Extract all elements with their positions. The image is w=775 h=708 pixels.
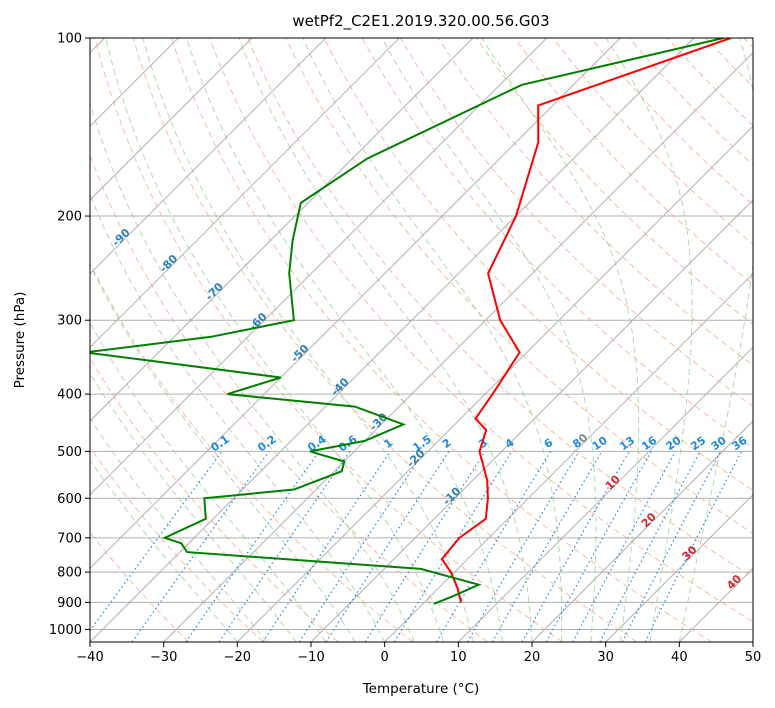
dry-adiabat-line <box>323 38 753 492</box>
y-tick-label: 400 <box>57 388 82 403</box>
mixing-ratio-line <box>644 451 743 642</box>
dry-adiabat-line <box>514 38 753 285</box>
isotherm-line <box>90 38 695 642</box>
dry-adiabat-line <box>90 446 264 642</box>
x-tick-label: −30 <box>150 650 177 665</box>
moist-adiabat-line <box>90 101 415 642</box>
y-tick-label: 900 <box>57 596 82 611</box>
x-tick-label: 40 <box>671 650 688 665</box>
isotherm-line <box>531 420 753 642</box>
moist-adiabat-line <box>90 193 386 642</box>
isotherm-line <box>90 38 253 201</box>
moist-adiabat-line <box>90 417 268 642</box>
y-tick-label: 500 <box>57 445 82 460</box>
moist-adiabat-line <box>302 38 563 642</box>
moist-adiabat-line <box>90 459 238 642</box>
moist-adiabat-line <box>605 38 693 642</box>
isotherm-line <box>90 38 548 496</box>
mixing-ratio-line <box>545 451 652 642</box>
mixing-ratio-line <box>185 451 320 642</box>
isotherm-line <box>457 346 753 642</box>
y-tick-label: 300 <box>57 314 82 329</box>
moist-adiabat-line <box>186 38 503 642</box>
mixing-ratio-line <box>364 451 486 642</box>
moist-adiabat-line <box>90 372 297 642</box>
dewpoint-line <box>90 38 724 605</box>
axis-ticks: −40 −30 −20 −10 0 10 20 30 40 50 100 200 300 400 500 60… <box>49 32 761 666</box>
x-tick-label: −20 <box>224 650 251 665</box>
moist-adiabat-line <box>381 38 597 642</box>
dry-adiabat-line <box>132 38 638 642</box>
moist-adiabat-line <box>90 321 327 642</box>
plot-background <box>90 38 753 642</box>
y-tick-label: 1000 <box>49 623 82 638</box>
mixing-ratio-line <box>325 451 450 642</box>
mixing-ratio-line <box>466 451 580 642</box>
isotherm-line <box>90 38 474 422</box>
x-tick-label: 20 <box>524 650 541 665</box>
x-tick-label: −40 <box>76 650 103 665</box>
moist-adiabat-line <box>105 38 445 642</box>
chart-title: wetPf2_C2E1.2019.320.00.56.G03 <box>292 12 549 31</box>
plot-area: 0.1 0.2 0.4 0.6 1 1.5 2 3 4 6 8 10 13 16 20 25 30 36-100-… <box>90 38 753 642</box>
dry-adiabat-line <box>247 38 753 578</box>
x-tick-label: 50 <box>745 650 762 665</box>
mixing-ratio-line <box>393 451 513 642</box>
dry-adiabat-line <box>209 38 753 623</box>
isotherm-line <box>90 38 400 349</box>
isotherm-line <box>236 125 753 642</box>
dry-adiabat-line <box>285 38 753 535</box>
isotherm-line <box>384 272 753 642</box>
moist-adiabat-line <box>90 263 356 642</box>
mixing-ratio-line <box>572 451 677 642</box>
dry-adiabat-line <box>476 38 753 326</box>
isotherm-line <box>90 38 327 275</box>
dry-adiabat-line <box>94 38 563 642</box>
plot-frame <box>89 37 754 643</box>
isotherm-line <box>752 641 753 642</box>
isotherm-line <box>163 51 753 642</box>
moist-adiabat-line <box>238 38 533 642</box>
y-tick-label: 700 <box>57 531 82 546</box>
moist-adiabat-line <box>481 38 640 642</box>
isotherm-line <box>90 38 621 570</box>
y-tick-label: 200 <box>57 210 82 225</box>
moist-adiabat-line <box>678 38 753 642</box>
temperature-line <box>440 38 732 603</box>
mixing-ratio-line <box>218 451 351 642</box>
x-tick-label: −10 <box>297 650 324 665</box>
x-tick-label: 10 <box>450 650 467 665</box>
isotherm-line <box>605 493 753 642</box>
x-axis-label: Temperature (°C) <box>362 681 480 697</box>
x-tick-label: 0 <box>381 650 389 665</box>
y-tick-label: 800 <box>57 566 82 581</box>
x-tick-label: 30 <box>597 650 614 665</box>
y-axis-label: Pressure (hPa) <box>12 292 28 389</box>
moist-adiabat-line <box>142 38 474 642</box>
mixing-ratio-line <box>435 451 552 642</box>
mixing-ratio-line <box>262 451 391 642</box>
dry-adiabat-line <box>170 38 712 642</box>
y-tick-label: 100 <box>57 32 82 47</box>
y-tick-label: 600 <box>57 492 82 507</box>
dry-adiabat-line <box>90 261 414 642</box>
mixing-ratio-line <box>298 451 425 642</box>
